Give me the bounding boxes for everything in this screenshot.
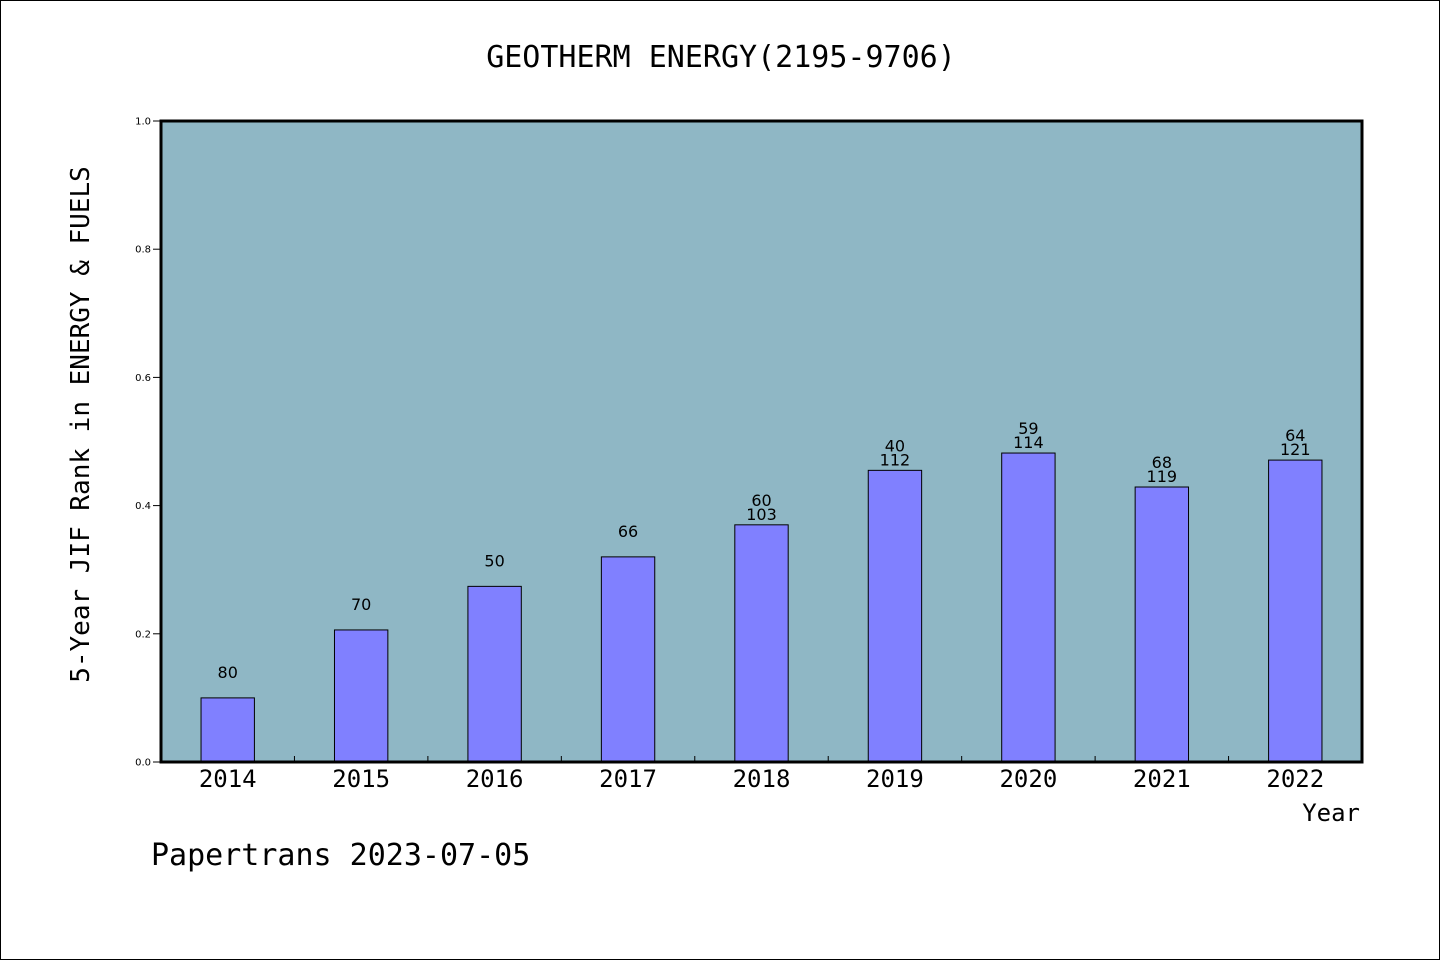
plot-border	[159, 119, 1364, 764]
bar-2018	[734, 524, 789, 763]
y-tick-label: 0.2	[135, 629, 151, 640]
y-tick-label: 0.4	[135, 501, 151, 512]
bar-2016	[467, 585, 522, 763]
x-axis-label: Year	[1302, 799, 1360, 827]
bar-2015	[333, 629, 389, 763]
total-label-2020: 114	[1013, 433, 1044, 452]
x-tick-label-2016: 2016	[466, 765, 524, 793]
rank-label-2018: 60	[751, 491, 771, 510]
rank-label-2016: 50	[484, 551, 504, 570]
rank-label-2014: 80	[218, 663, 238, 682]
bars-group	[200, 452, 1323, 763]
bar-2014	[200, 697, 255, 763]
x-tick-label-2022: 2022	[1266, 765, 1324, 793]
rank-label-2017: 66	[618, 522, 638, 541]
x-tick-label-2020: 2020	[999, 765, 1057, 793]
y-tick-label: 1.0	[135, 117, 151, 128]
total-label-2019: 112	[880, 450, 911, 469]
bar-2020	[1001, 452, 1056, 763]
bar-2019	[867, 469, 923, 763]
x-tick-label-2014: 2014	[199, 765, 257, 793]
x-tick-label-2018: 2018	[733, 765, 791, 793]
y-tick-label: 0.8	[135, 245, 151, 256]
rank-label-2022: 64	[1285, 426, 1305, 445]
rank-label-2021: 68	[1152, 453, 1172, 472]
bar-2021	[1134, 486, 1190, 763]
rank-label-2015: 70	[351, 595, 371, 614]
rank-label-2020: 59	[1018, 419, 1038, 438]
y-tick-label: 0.6	[135, 373, 151, 384]
x-tick-label-2015: 2015	[332, 765, 390, 793]
chart-title: GEOTHERM ENERGY(2195-9706)	[486, 40, 956, 75]
x-tick-label-2021: 2021	[1133, 765, 1191, 793]
y-tick-label: 0.0	[135, 758, 151, 769]
x-tick-label-2017: 2017	[599, 765, 657, 793]
total-label-2021: 119	[1147, 467, 1178, 486]
bar-2022	[1268, 459, 1323, 763]
y-axis: 0.0 0.2 0.4 0.6 0.8 1.0	[135, 117, 161, 769]
rank-label-2019: 40	[885, 436, 905, 455]
x-tick-label-2019: 2019	[866, 765, 924, 793]
x-axis: 2014 2015 2016 2017 2018 2019 2020 2021 2022	[199, 756, 1324, 793]
total-label-2018: 103	[746, 505, 777, 524]
bar-2017	[600, 556, 656, 763]
total-label-2022: 121	[1280, 440, 1311, 459]
footer-text: Papertrans 2023-07-05	[151, 838, 530, 873]
y-axis-label: 5-Year JIF Rank in ENERGY & FUELS	[66, 166, 96, 683]
